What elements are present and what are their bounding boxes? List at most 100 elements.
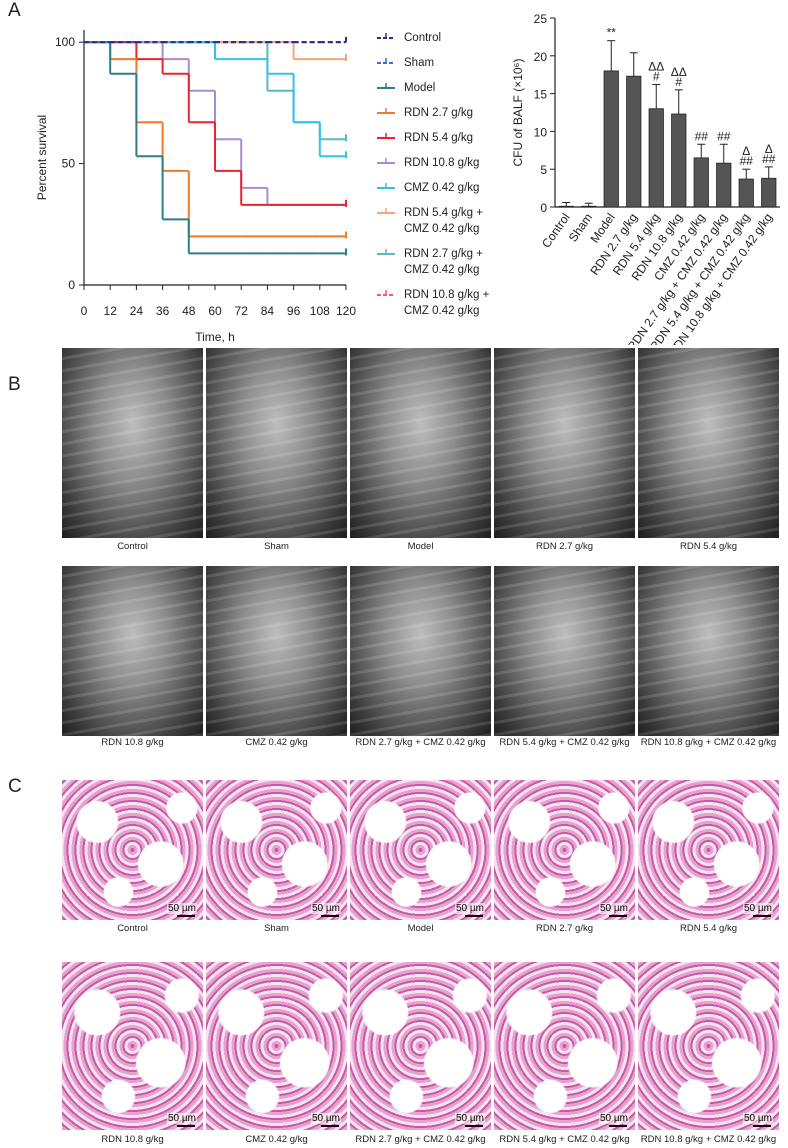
legend-entry: RDN 5.4 g/kg + CMZ 0.42 g/kg — [376, 205, 494, 237]
image-caption: RDN 2.7 g/kg — [535, 541, 594, 552]
legend-entry: Control — [376, 30, 494, 46]
y-tick-label: 10 — [534, 125, 548, 139]
legend-label: Model — [404, 82, 436, 94]
histology-image: 50 µm — [638, 780, 779, 920]
significance-mark: Δ — [742, 144, 750, 158]
scale-bar-label: 50 µm — [599, 1113, 629, 1124]
legend-swatch — [377, 58, 395, 64]
panel-label: B — [8, 374, 21, 395]
x-tick-label: 108 — [310, 304, 330, 318]
scale-bar-label: 50 µm — [599, 903, 629, 914]
xray-image — [62, 566, 203, 736]
legend-entry: Model — [376, 80, 494, 96]
x-tick-label: 120 — [336, 304, 356, 318]
scale-bar — [609, 915, 627, 917]
xray-image — [494, 348, 635, 538]
legend-entry: Sham — [376, 55, 494, 71]
image-caption: Sham — [264, 541, 289, 552]
image-caption: CMZ 0.42 g/kg — [245, 737, 308, 748]
image-caption: RDN 10.8 g/kg + CMZ 0.42 g/kg — [640, 1134, 777, 1145]
scale-bar-label: 50 µm — [455, 903, 485, 914]
y-tick-label: 5 — [540, 163, 547, 177]
image-caption: Control — [117, 923, 148, 934]
bar — [738, 178, 754, 208]
bar — [716, 162, 732, 208]
legend-label: RDN 10.8 g/kg — [404, 157, 480, 169]
legend-entry: RDN 10.8 g/kg — [376, 155, 494, 171]
significance-mark: Δ — [765, 142, 773, 156]
bar — [603, 70, 619, 208]
significance-mark: ## — [695, 129, 709, 143]
x-tick-label: 96 — [287, 304, 301, 318]
scale-bar-label: 50 µm — [311, 903, 341, 914]
legend-swatch — [377, 183, 395, 189]
image-caption: CMZ 0.42 g/kg — [245, 1134, 308, 1145]
legend-label: RDN 2.7 g/kg + CMZ 0.42 g/kg — [404, 248, 483, 276]
legend-swatch — [377, 290, 395, 296]
bar — [648, 108, 664, 208]
x-axis-label: Time, h — [195, 330, 235, 344]
image-caption: Model — [407, 541, 434, 552]
significance-mark: # — [653, 70, 660, 84]
legend-swatch — [377, 133, 395, 139]
x-tick-label: Control — [539, 211, 573, 251]
scale-bar-label: 50 µm — [167, 903, 197, 914]
y-tick-label: 50 — [62, 157, 76, 171]
legend: Control Sham Model RDN 2.7 g/kg RDN 5.4 g/kg… — [376, 30, 494, 328]
image-caption: RDN 5.4 g/kg + CMZ 0.42 g/kg — [499, 737, 630, 748]
legend-entry: RDN 10.8 g/kg + CMZ 0.42 g/kg — [376, 287, 494, 319]
y-axis-label: Percent survival — [35, 115, 49, 200]
scale-bar — [465, 915, 483, 917]
image-caption: Model — [407, 923, 434, 934]
y-tick-label: 20 — [534, 50, 548, 64]
histology-image: 50 µm — [206, 962, 347, 1130]
legend-label: RDN 5.4 g/kg — [404, 132, 474, 144]
scale-bar — [753, 1125, 771, 1127]
bar — [626, 75, 642, 208]
legend-label: RDN 2.7 g/kg — [404, 107, 474, 119]
panel-label: A — [8, 0, 21, 21]
legend-label: Sham — [404, 57, 435, 69]
histology-image: 50 µm — [62, 962, 203, 1130]
xray-image — [206, 566, 347, 736]
y-tick-label: 0 — [68, 278, 75, 292]
image-caption: RDN 2.7 g/kg — [535, 923, 594, 934]
x-tick-label: 48 — [182, 304, 196, 318]
xray-image — [638, 348, 779, 538]
image-caption: RDN 10.8 g/kg — [101, 737, 164, 748]
legend-label: Control — [404, 32, 442, 44]
histology-image: 50 µm — [494, 962, 635, 1130]
y-tick-label: 100 — [55, 35, 75, 49]
histology-image: 50 µm — [350, 962, 491, 1130]
scale-bar — [321, 1125, 339, 1127]
image-caption: RDN 5.4 g/kg — [679, 541, 738, 552]
histology-image: 50 µm — [638, 962, 779, 1130]
legend-swatch — [377, 33, 395, 39]
legend-label: CMZ 0.42 g/kg — [404, 182, 480, 194]
legend-label: RDN 10.8 g/kg + CMZ 0.42 g/kg — [404, 289, 490, 317]
image-caption: RDN 5.4 g/kg + CMZ 0.42 g/kg — [499, 1134, 630, 1145]
legend-swatch — [377, 249, 395, 255]
histology-image: 50 µm — [350, 780, 491, 920]
significance-mark: ** — [607, 26, 617, 40]
y-tick-label: 15 — [534, 88, 548, 102]
legend-entry: RDN 2.7 g/kg — [376, 105, 494, 121]
legend-swatch — [377, 158, 395, 164]
scale-bar — [177, 1125, 195, 1127]
legend-label: RDN 5.4 g/kg + CMZ 0.42 g/kg — [404, 207, 483, 235]
significance-mark: ## — [717, 129, 731, 143]
xray-image — [206, 348, 347, 538]
legend-entry: CMZ 0.42 g/kg — [376, 180, 494, 196]
significance-mark: ΔΔ — [648, 60, 664, 74]
bar — [761, 177, 777, 208]
significance-mark: # — [675, 75, 682, 89]
bar — [693, 157, 709, 208]
x-tick-label: 36 — [156, 304, 170, 318]
bar — [581, 205, 597, 208]
legend-entry: RDN 2.7 g/kg + CMZ 0.42 g/kg — [376, 246, 494, 278]
xray-image — [638, 566, 779, 736]
scale-bar-label: 50 µm — [455, 1113, 485, 1124]
image-caption: RDN 2.7 g/kg + CMZ 0.42 g/kg — [355, 1134, 486, 1145]
histology-image: 50 µm — [494, 780, 635, 920]
xray-image — [62, 348, 203, 538]
